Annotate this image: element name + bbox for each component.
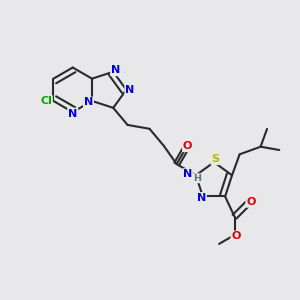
Text: N: N [84,98,93,107]
Text: N: N [183,169,192,179]
Text: S: S [212,154,220,164]
Text: O: O [246,197,256,207]
Text: O: O [231,231,241,242]
Text: N: N [197,193,206,203]
Text: N: N [125,85,134,95]
Text: H: H [194,174,201,183]
Text: Cl: Cl [40,96,52,106]
Text: N: N [68,109,77,118]
Text: N: N [111,65,120,75]
Text: O: O [183,141,192,151]
